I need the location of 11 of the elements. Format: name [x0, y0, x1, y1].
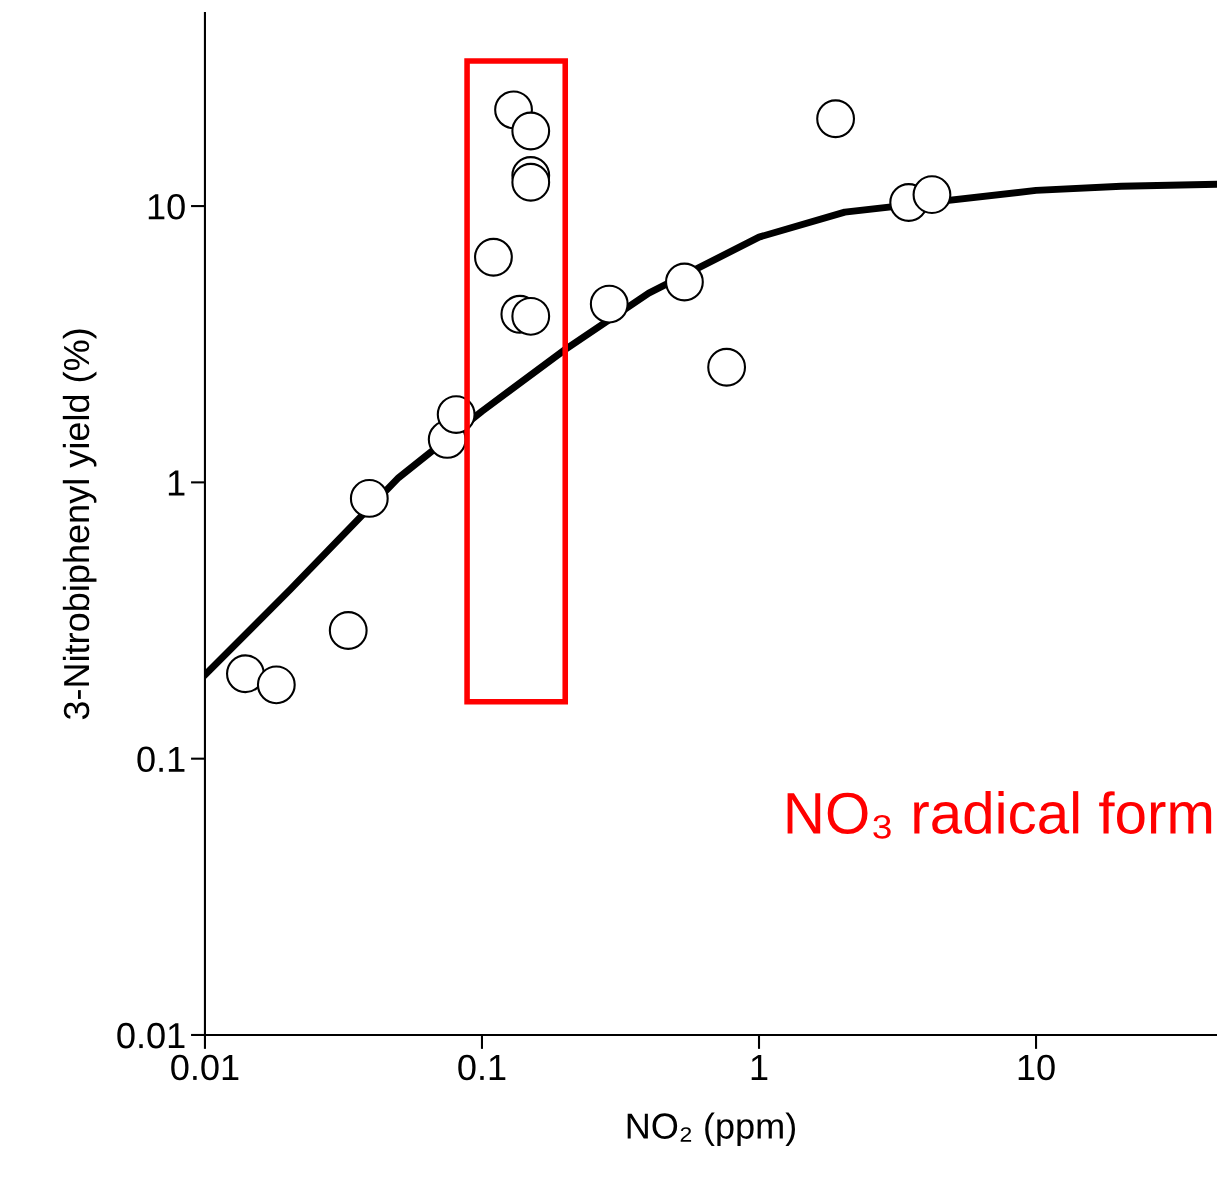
y-axis-title: 3-Nitrobiphenyl yield (%) [62, 329, 97, 720]
x-tick-label: 0.1 [458, 1054, 506, 1081]
x-tick-label: 10 [1018, 1054, 1055, 1081]
x-tick-label: 1 [751, 1055, 768, 1080]
x-tick-label: 0.01 [171, 1054, 239, 1081]
x-axis-title: NO₂ (ppm) [627, 1112, 795, 1147]
y-tick-label: 0.01 [117, 1022, 185, 1049]
y-tick-label: 1 [168, 470, 185, 496]
annotation: NO₃ radical form [787, 791, 1212, 839]
y-tick-label: 10 [148, 193, 185, 220]
y-tick-label: 0.1 [137, 746, 185, 773]
